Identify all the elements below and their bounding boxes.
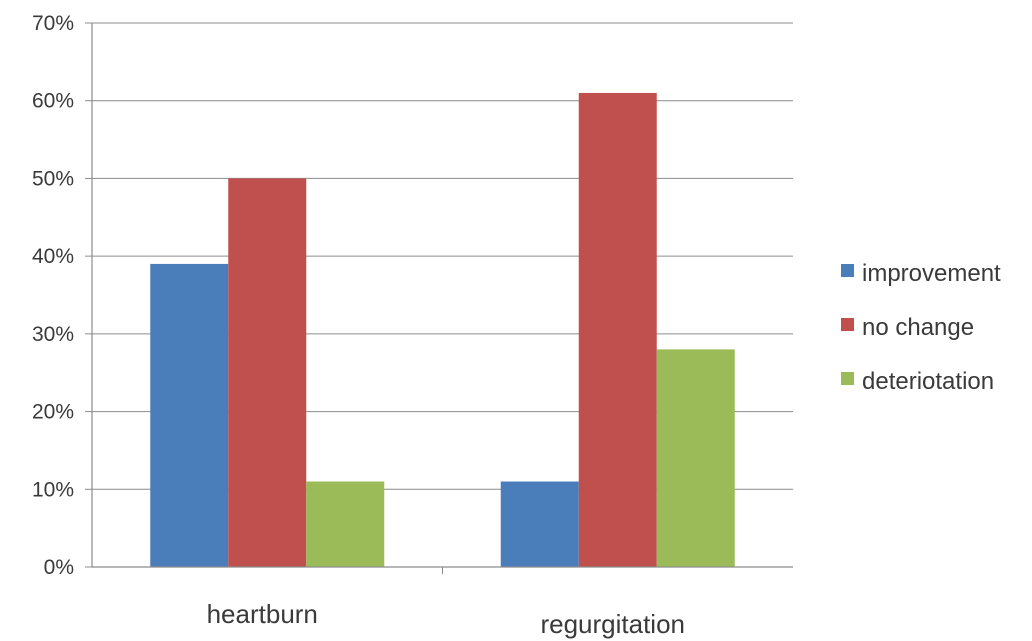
- bars: [150, 92, 735, 567]
- y-tick-label: 20%: [32, 401, 74, 424]
- legend: improvement no change deteriotation: [841, 260, 1001, 395]
- category-label: regurgitation: [540, 609, 685, 639]
- legend-label: improvement: [862, 260, 1001, 287]
- y-tick-label: 30%: [32, 323, 74, 346]
- bar-no-change-regurgitation: [578, 92, 657, 567]
- legend-label: no change: [862, 314, 974, 341]
- y-tick-label: 0%: [44, 556, 74, 579]
- legend-swatch: [841, 372, 854, 385]
- bar-deteriotation-heartburn: [306, 481, 385, 567]
- y-tick-label: 60%: [32, 90, 74, 113]
- bar-no-change-heartburn: [228, 178, 307, 567]
- bar-improvement-heartburn: [150, 263, 229, 567]
- category-label: heartburn: [207, 599, 318, 629]
- legend-label: deteriotation: [862, 368, 994, 395]
- legend-swatch: [841, 264, 854, 277]
- bar-improvement-regurgitation: [500, 481, 579, 567]
- y-axis-tick-labels: 0% 10% 20% 30% 40% 50% 60% 70%: [32, 12, 74, 579]
- y-tick-label: 70%: [32, 12, 74, 35]
- legend-swatch: [841, 318, 854, 331]
- bar-deteriotation-regurgitation: [656, 349, 735, 567]
- y-tick-label: 40%: [32, 245, 74, 268]
- y-tick-label: 10%: [32, 478, 74, 501]
- y-tick-label: 50%: [32, 167, 74, 190]
- x-axis-category-labels: heartburn regurgitation: [207, 599, 685, 639]
- axes: [91, 23, 793, 574]
